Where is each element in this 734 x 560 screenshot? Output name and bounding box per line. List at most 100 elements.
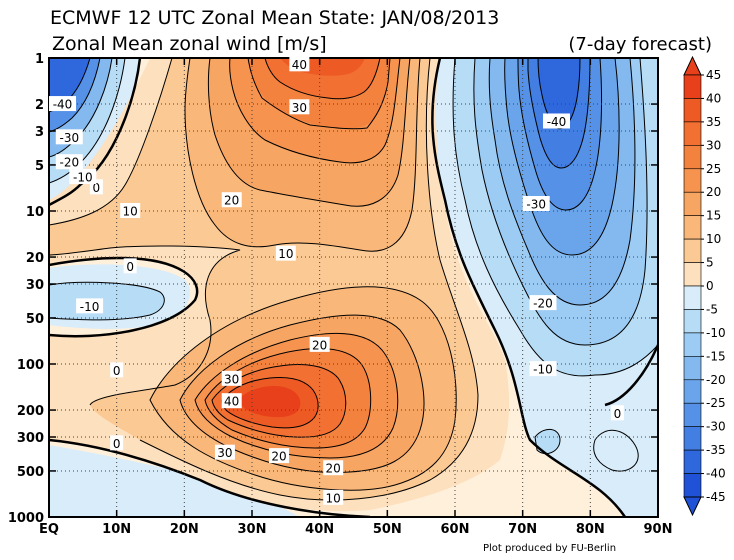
colorbar: 45 40 35 30 25 20 15 10 5 0 -5 -10 -15 -20 -25 -30 -35 -4… xyxy=(683,55,726,517)
chart-subtitle: Zonal Mean zonal wind [m/s] xyxy=(52,33,327,55)
contour-tropical-mid-minus10 xyxy=(49,281,165,321)
contour-tropical-minus10 xyxy=(49,58,126,184)
colorbar-swatch xyxy=(683,262,702,287)
y-tick-label: 300 xyxy=(17,431,44,446)
colorbar-label: 25 xyxy=(706,162,721,176)
contour-westerly-25 xyxy=(229,58,401,164)
contour-label: -30 xyxy=(59,131,79,145)
contour-jet-30 xyxy=(204,348,372,449)
colorbar-swatch xyxy=(683,473,702,498)
contour-label: 40 xyxy=(292,58,307,72)
colorbar-label: 45 xyxy=(706,68,721,82)
contour-sfc-5 xyxy=(49,245,241,406)
x-tick-label: 60N xyxy=(441,522,470,537)
colorbar-swatch xyxy=(683,145,702,170)
grid-lines xyxy=(49,58,658,517)
x-tick-label: 90N xyxy=(644,522,673,537)
colorbar-label: -5 xyxy=(706,302,718,316)
contour-label-background xyxy=(221,192,242,208)
contour-label: 30 xyxy=(224,372,239,386)
colorbar-swatch xyxy=(683,332,702,357)
contour-label: 20 xyxy=(312,338,327,352)
colorbar-label: 30 xyxy=(706,138,721,152)
contour-label-background xyxy=(275,245,296,261)
contour-label-background xyxy=(529,361,557,377)
contour-label: -40 xyxy=(53,98,73,112)
colorbar-bottom-arrow xyxy=(683,496,702,517)
contour-label: -40 xyxy=(547,115,567,129)
contour-label: -10 xyxy=(80,300,100,314)
colorbar-swatch xyxy=(683,356,702,381)
plot-area xyxy=(49,58,658,517)
x-tick-label: 40N xyxy=(305,522,334,537)
colorbar-label: 15 xyxy=(706,209,721,223)
colorbar-label: -40 xyxy=(706,467,726,481)
contour-label-background xyxy=(221,370,242,386)
contour-label: 20 xyxy=(224,194,239,208)
contour-label: 30 xyxy=(292,101,307,115)
axis-ticks: EQ 10N 20N 30N 40N 50N 60N 70N 80N 90N 1 2 3 5 10 20 30 5… xyxy=(8,52,673,537)
contour-label-background xyxy=(214,444,235,460)
contour-sfc-10 xyxy=(139,58,479,501)
contour-label: 0 xyxy=(113,437,121,451)
contour-jet-40 xyxy=(221,377,319,429)
westerly-jet-45 xyxy=(240,386,301,418)
y-tick-label: 500 xyxy=(17,465,44,480)
contour-label: 0 xyxy=(113,364,121,378)
colorbar-swatch xyxy=(683,74,702,99)
chart-title: ECMWF 12 UTC Zonal Mean State: JAN/08/20… xyxy=(50,7,499,29)
colorbar-swatch xyxy=(683,215,702,240)
contour-westerly-10 xyxy=(49,58,173,226)
contour-label: -20 xyxy=(59,156,79,170)
contour-jet-20 xyxy=(179,314,425,474)
contour-label-background xyxy=(529,295,557,311)
x-tick-label: 10N xyxy=(102,522,131,537)
colorbar-swatch xyxy=(683,402,702,427)
credit-text: Plot produced by FU-Berlin xyxy=(483,543,616,554)
colorbar-swatch xyxy=(683,98,702,123)
y-tick-label: 5 xyxy=(35,159,44,174)
colorbar-swatch xyxy=(683,309,702,334)
contour-label: -10 xyxy=(533,363,553,377)
contour-label-background xyxy=(221,393,242,409)
y-tick-label: 1 xyxy=(35,52,44,67)
zero-contour-tropical-mid xyxy=(49,256,199,338)
colorbar-label: 10 xyxy=(706,232,721,246)
contour-label-background xyxy=(289,99,310,115)
colorbar-label: -10 xyxy=(706,326,726,340)
colorbar-label: -15 xyxy=(706,349,726,363)
colorbar-label: -20 xyxy=(706,373,726,387)
contour-label-background xyxy=(309,336,330,352)
forecast-note: (7-day forecast) xyxy=(568,34,712,55)
plot-frame xyxy=(48,57,659,518)
colorbar-swatch xyxy=(683,379,702,404)
contour-label: 0 xyxy=(93,181,101,195)
contour-label-background xyxy=(110,435,124,451)
colorbar-label: 20 xyxy=(706,185,721,199)
contour-tropical-minus30 xyxy=(49,58,101,133)
contour-westerly-15 xyxy=(184,58,421,252)
zero-contour-tropical-sfc xyxy=(49,438,371,517)
contour-label-background xyxy=(55,154,83,170)
contour-blob-polar-sfc xyxy=(593,430,639,472)
contour-label: -10 xyxy=(73,171,93,185)
contour-label: 40 xyxy=(224,395,239,409)
contour-polar-minus35 xyxy=(527,58,591,169)
blob-minus10-sfc xyxy=(535,429,560,454)
y-tick-label: 50 xyxy=(26,312,44,327)
colorbar-swatch xyxy=(683,238,702,263)
contour-label: 30 xyxy=(217,446,232,460)
contour-label-background xyxy=(49,96,77,112)
zero-contour-polar-sfc xyxy=(604,344,658,407)
x-tick-label: 30N xyxy=(238,522,267,537)
tropical-sfc-minus5 xyxy=(49,445,300,517)
y-tick-label: 1000 xyxy=(8,511,44,526)
contour-label: -20 xyxy=(533,297,553,311)
contour-blob-sfc xyxy=(534,429,561,455)
colorbar-swatch xyxy=(683,191,702,216)
contour-westerly-30 xyxy=(247,58,391,130)
contour-polar-minus30 xyxy=(517,58,603,211)
x-tick-label: 20N xyxy=(170,522,199,537)
contour-label-background xyxy=(610,405,624,421)
